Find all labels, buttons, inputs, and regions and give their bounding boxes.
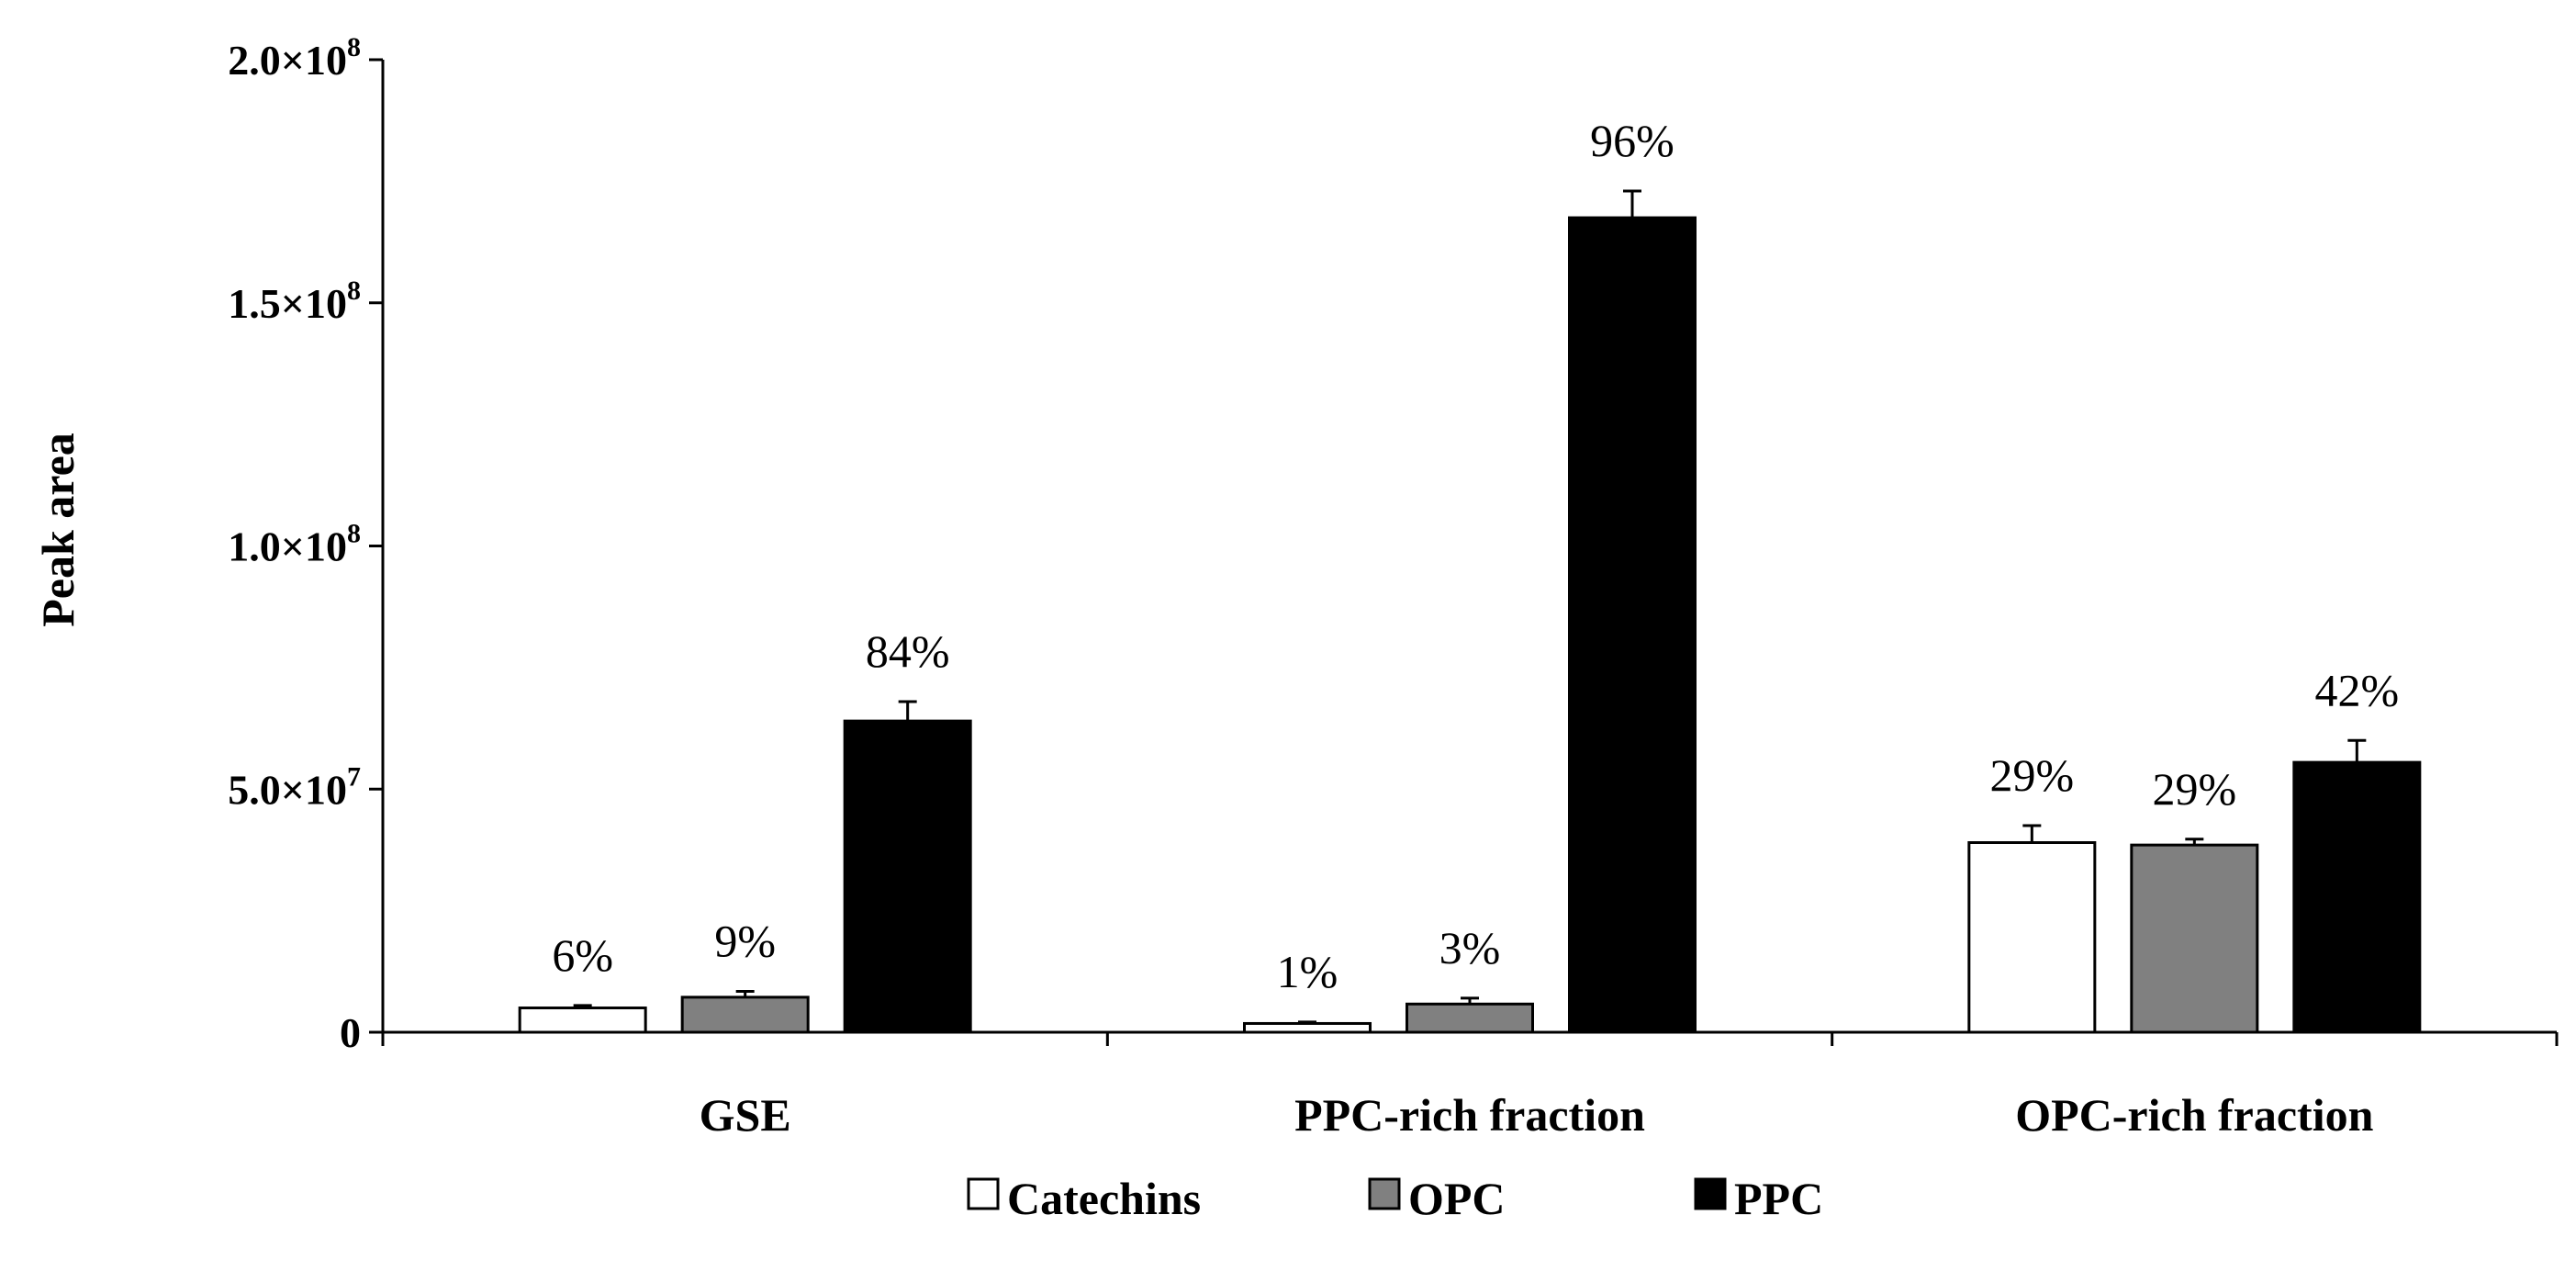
bar-opc <box>1406 1002 1534 1034</box>
y-tick-label: 5.0×107 <box>228 761 361 813</box>
y-tick-label: 2.0×108 <box>228 32 361 84</box>
data-label: 29% <box>2153 763 2237 815</box>
bar-opc <box>2130 843 2259 1034</box>
bar-ppc <box>843 719 972 1034</box>
y-tick-label: 1.0×108 <box>228 519 361 570</box>
data-label: 29% <box>1990 749 2075 801</box>
data-label: 96% <box>1590 115 1674 166</box>
bar-ppc <box>2292 760 2422 1034</box>
data-label: 6% <box>552 929 613 981</box>
bar-ppc <box>1568 216 1697 1034</box>
legend-label-catechins: Catechins <box>1007 1173 1201 1224</box>
bar-catechins <box>1967 840 2097 1034</box>
legend-swatch-catechins <box>967 1177 1000 1210</box>
y-axis-title: Peak area <box>32 433 84 627</box>
data-label: 3% <box>1439 922 1501 973</box>
y-tick-exponent: 8 <box>347 519 361 549</box>
y-tick-exponent: 8 <box>347 276 361 306</box>
y-tick-exponent: 7 <box>347 761 361 792</box>
data-label: 9% <box>714 916 776 967</box>
bar-catechins <box>518 1007 647 1034</box>
category-label: PPC-rich fraction <box>1294 1089 1645 1141</box>
legend-label-opc: OPC <box>1408 1173 1506 1224</box>
category-label: OPC-rich fraction <box>2015 1089 2373 1141</box>
data-label: 1% <box>1277 946 1338 997</box>
legend-swatch-opc <box>1368 1177 1401 1210</box>
category-label: GSE <box>700 1089 791 1141</box>
legend-label-ppc: PPC <box>1734 1173 1823 1224</box>
bar-catechins <box>1243 1021 1372 1034</box>
data-label: 84% <box>866 625 950 677</box>
y-tick-label: 0 <box>340 1009 361 1056</box>
y-tick-exponent: 8 <box>347 32 361 62</box>
legend-swatch-ppc <box>1694 1177 1727 1210</box>
bar-opc <box>680 995 810 1034</box>
y-tick-label: 1.5×108 <box>228 276 361 327</box>
data-label: 42% <box>2315 664 2400 715</box>
